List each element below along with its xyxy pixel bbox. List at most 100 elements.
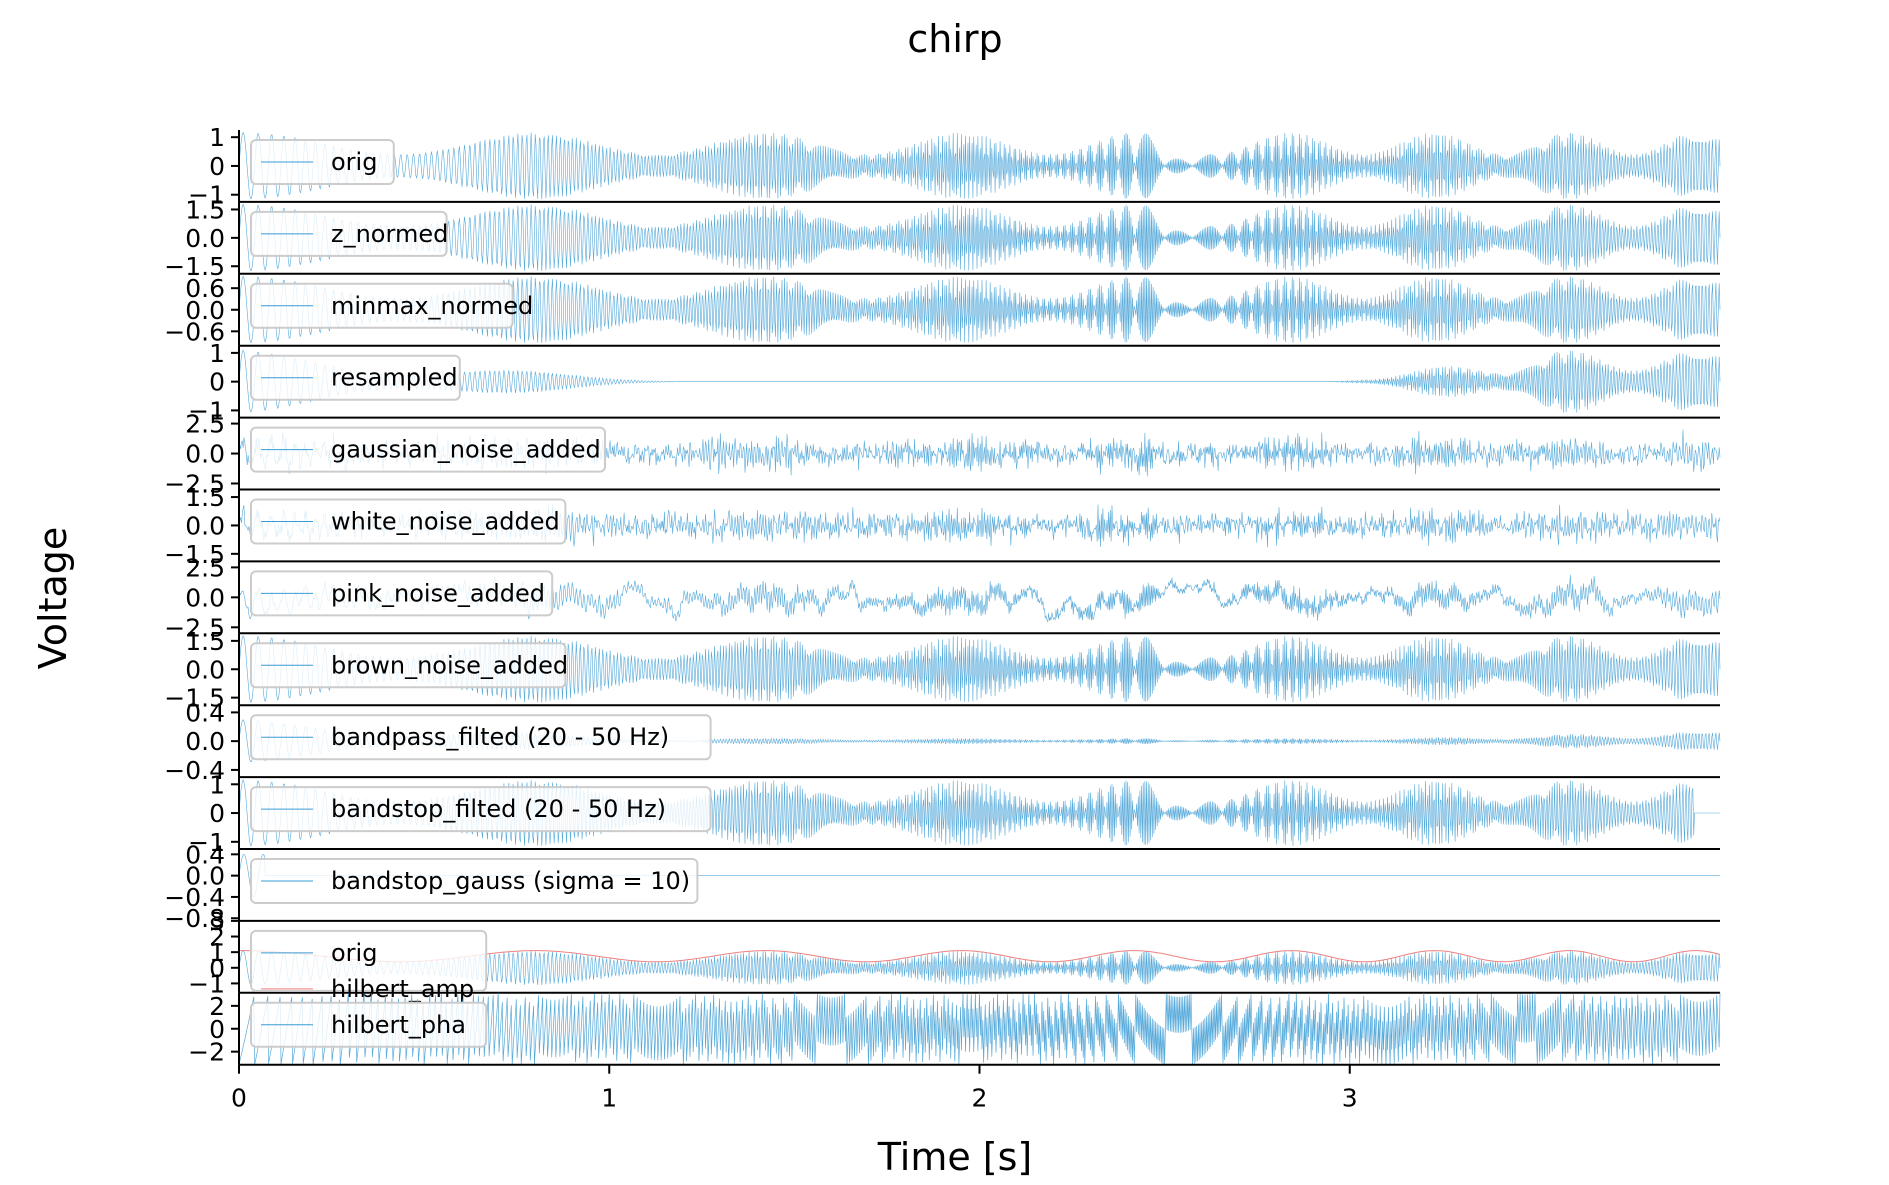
x-tick-label-4: 3 [1342,1084,1358,1113]
y-tick-label-6-1: 1.5 [185,483,225,512]
y-tick-label-9-1: 0.4 [185,698,225,727]
legend-label-4-1: resampled [331,364,458,392]
y-tick-label-8-3: −1.5 [164,684,225,713]
legend-box-8 [250,642,567,689]
panel-5: 2.50.0−2.5 gaussian_noise_added [164,410,1721,499]
y-tick-label-13-2: 0 [209,1015,225,1044]
y-tick-label-3-1: 0.6 [185,274,225,303]
y-tick-label-11-1: 0.4 [185,840,225,869]
legend-box-2 [250,210,448,257]
x-axis: 0 1 2 3 [231,1064,1358,1113]
legend-label-12-2: hilbert_amp [331,975,474,1003]
y-tick-label-9-3: −0.4 [164,756,225,785]
panel-3: 0.60.0−0.6 minmax_normed [164,273,1721,347]
legend-2: z_normed [250,210,448,257]
y-tick-label-5-2: 0.0 [185,440,225,469]
y-tick-label-7-1: 2.5 [185,553,225,582]
y-tick-label-11-2: 0.0 [185,862,225,891]
y-tick-label-6-2: 0.0 [185,511,225,540]
series-line-2 [238,203,1721,272]
legend-box-1 [250,139,395,185]
legend-1: orig [250,139,395,185]
y-tick-label-11-3: −0.4 [164,883,225,912]
series-line-4 [238,349,1721,413]
y-tick-label-2-1: 1.5 [185,195,225,224]
legend-label-9-1: bandpass_filted (20 - 50 Hz) [331,723,669,751]
legend-box-3 [250,282,514,329]
legend-12: orig hilbert_amp [250,929,488,1003]
panel-11: 0.40.0−0.4−0.8 bandstop_gauss (sigma = 10… [164,840,1720,933]
chart-title: chirp [907,17,1002,61]
y-tick-label-12-3: 1 [209,938,225,967]
legend-box-6 [250,498,567,545]
legend-label-13-1: hilbert_pha [331,1011,466,1039]
y-tick-label-12-4: 0 [209,954,225,983]
legend-label-10-1: bandstop_filted (20 - 50 Hz) [331,795,666,823]
y-tick-label-10-2: 0 [209,799,225,828]
legend-13: hilbert_pha [250,1001,488,1048]
panels-layer: 10−1orig1.50.0−1.5z_normed0.60.0−0.6minm… [164,123,1721,1067]
y-tick-label-1-3: −1 [188,181,225,210]
legend-box-9 [250,714,712,761]
y-tick-label-2-2: 0.0 [185,224,225,253]
panel-9: 0.40.0−0.4 bandpass_filted (20 - 50 Hz) [164,698,1721,785]
x-tick-label-3: 2 [972,1084,988,1113]
legend-label-12-1: orig [331,939,377,967]
y-tick-label-12-5: −1 [188,969,225,998]
y-tick-label-13-3: −2 [188,1038,225,1067]
legend-label-11-1: bandstop_gauss (sigma = 10) [331,867,690,895]
legend-label-5-1: gaussian_noise_added [331,436,601,464]
y-tick-label-3-2: 0.0 [185,296,225,325]
legend-label-8-1: brown_noise_added [331,651,568,679]
y-tick-label-10-3: −1 [188,828,225,857]
legend-box-13 [250,1001,488,1048]
legend-11: bandstop_gauss (sigma = 10) [250,858,699,904]
y-tick-label-6-3: −1.5 [164,540,225,569]
y-tick-label-4-3: −1 [188,396,225,425]
legend-box-10 [250,786,712,833]
panel-6: 1.50.0−1.5 white_noise_added [164,483,1721,569]
legend-label-6-1: white_noise_added [331,508,560,536]
y-tick-label-5-3: −2.5 [164,470,225,499]
y-tick-label-1-1: 1 [209,123,225,152]
y-tick-label-12-1: 3 [209,907,225,936]
legend-6: white_noise_added [250,498,567,545]
x-tick-label-1: 0 [231,1084,247,1113]
y-tick-label-4-2: 0 [209,368,225,397]
panel-8: 1.50.0−1.5 brown_noise_added [164,627,1721,713]
panel-2: 1.50.0−1.5 z_normed [164,195,1721,281]
series-line-1 [238,131,1721,200]
legend-label-1-1: orig [331,148,377,176]
y-tick-label-12-2: 2 [209,923,225,952]
y-tick-label-8-2: 0.0 [185,655,225,684]
panel-7: 2.50.0−2.5 pink_noise_added [164,553,1721,642]
legend-5: gaussian_noise_added [250,426,606,473]
y-tick-label-8-1: 1.5 [185,627,225,656]
panel-4: 10−1 resampled [188,339,1721,425]
legend-label-2-1: z_normed [331,220,448,248]
x-tick-label-2: 1 [601,1084,617,1113]
legend-box-5 [250,426,606,473]
y-tick-label-10-1: 1 [209,770,225,799]
panel-10: 10−1 bandstop_filted (20 - 50 Hz) [188,770,1720,857]
legend-box-12 [250,929,488,992]
y-tick-label-1-2: 0 [209,152,225,181]
panel-13: 20−2 hilbert_pha [188,992,1721,1067]
y-tick-label-5-1: 2.5 [185,410,225,439]
legend-box-4 [250,354,461,401]
legend-box-7 [250,570,554,617]
legend-7: pink_noise_added [250,570,554,617]
y-tick-label-13-1: 2 [209,992,225,1021]
legend-10: bandstop_filted (20 - 50 Hz) [250,786,712,833]
legend-box-11 [250,858,699,904]
y-axis-label: Voltage [31,527,75,670]
y-tick-label-3-3: −0.6 [164,317,225,346]
legend-3: minmax_normed [250,282,533,329]
y-tick-label-7-3: −2.5 [164,613,225,642]
y-tick-label-7-2: 0.0 [185,583,225,612]
y-tick-label-11-4: −0.8 [164,904,225,933]
x-axis-label: Time [s] [877,1135,1033,1179]
